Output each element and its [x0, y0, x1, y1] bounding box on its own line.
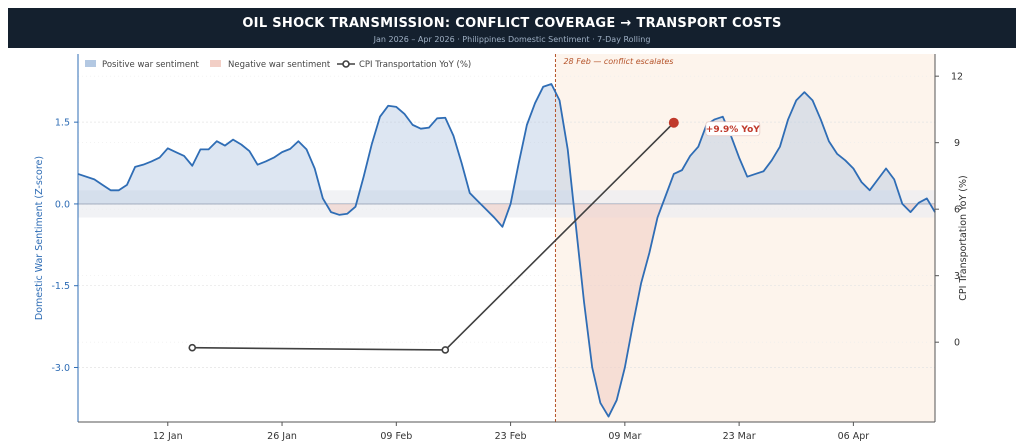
x-axis-tick-label: 26 Jan — [267, 431, 297, 442]
x-axis-tick-label: 23 Feb — [495, 431, 527, 442]
x-axis-tick-label: 09 Mar — [608, 431, 641, 442]
x-axis-tick-label: 23 Mar — [723, 431, 756, 442]
event-label: 28 Feb — conflict escalates — [563, 57, 673, 66]
right-axis-tick-label: 6 — [954, 205, 960, 216]
cpi-point — [188, 343, 197, 352]
x-axis-tick-label: 06 Apr — [838, 431, 870, 442]
x-axis-tick-label: 12 Jan — [153, 431, 183, 442]
left-axis-tick-label: 1.5 — [55, 118, 70, 129]
right-axis-label: CPI Transportation YoY (%) — [958, 175, 969, 300]
legend-marker-cpi — [342, 60, 350, 68]
cpi-point-latest — [668, 117, 679, 128]
left-axis-tick-label: -1.5 — [51, 281, 70, 292]
legend-swatch-positive — [85, 60, 96, 67]
chart-title-banner: OIL SHOCK TRANSMISSION: CONFLICT COVERAG… — [8, 8, 1016, 48]
left-axis-label: Domestic War Sentiment (Z-score) — [34, 156, 45, 320]
cpi-point — [441, 346, 450, 354]
sentiment-line — [77, 83, 936, 418]
legend-swatch-negative — [210, 60, 221, 67]
cpi-latest-annotation: +9.9% YoY — [706, 125, 761, 135]
legend-label-cpi: CPI Transportation YoY (%) — [359, 60, 471, 70]
positive-sentiment-area — [78, 83, 931, 204]
annotation-box — [705, 121, 761, 137]
x-axis-tick-label: 09 Feb — [380, 431, 412, 442]
right-axis-tick-label: 3 — [954, 271, 960, 282]
left-axis-tick-label: 0.0 — [55, 199, 70, 210]
right-axis-tick-label: 9 — [954, 138, 960, 149]
left-axis-tick-label: -3.0 — [51, 363, 70, 374]
legend-label-positive: Positive war sentiment — [102, 60, 199, 70]
right-axis-tick-label: 0 — [954, 338, 960, 349]
chart-title: OIL SHOCK TRANSMISSION: CONFLICT COVERAG… — [242, 16, 782, 31]
right-axis-tick-label: 12 — [951, 72, 963, 83]
legend-label-negative: Negative war sentiment — [228, 60, 331, 70]
chart-subtitle: Jan 2026 – Apr 2026 · Philippines Domest… — [373, 35, 651, 44]
